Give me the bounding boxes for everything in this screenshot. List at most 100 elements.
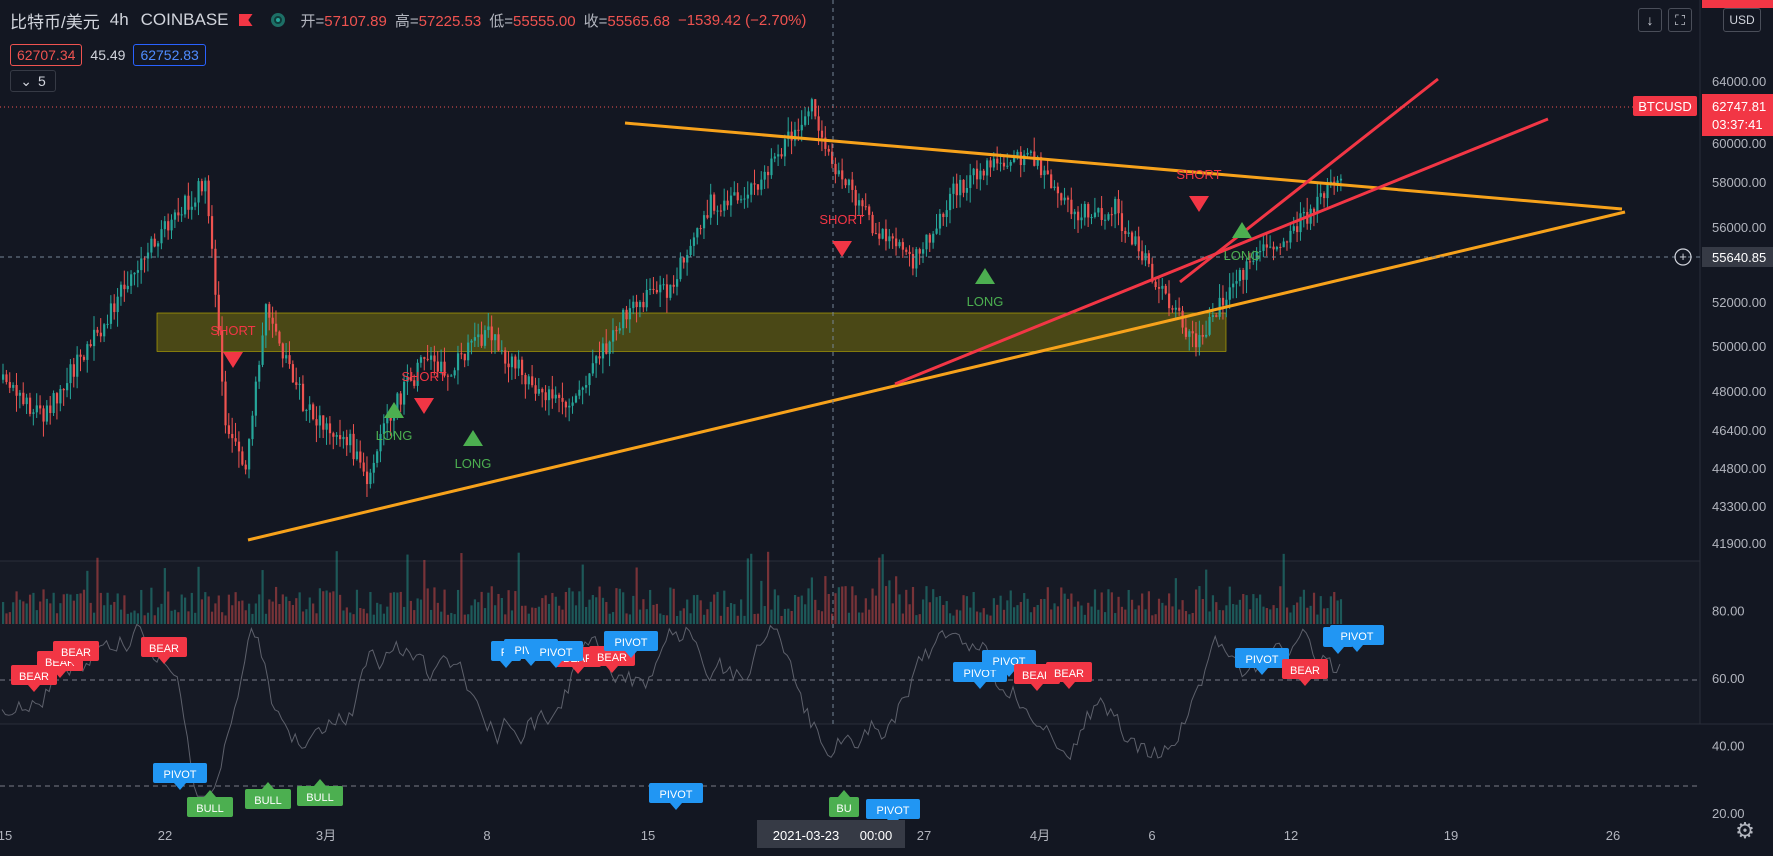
candle-body — [339, 435, 342, 440]
candle-body — [1272, 246, 1275, 250]
candle-body — [1147, 253, 1150, 264]
candle-body — [659, 284, 662, 293]
candle-body — [868, 206, 871, 215]
candle-body — [325, 423, 328, 430]
candle-body — [935, 228, 938, 234]
candle-body — [1262, 244, 1265, 251]
candle-body — [244, 464, 247, 470]
volume-bar — [645, 609, 648, 624]
candle-body — [12, 384, 15, 388]
volume-bar — [1002, 609, 1006, 624]
volume-bar — [642, 599, 645, 624]
candle-body — [1259, 250, 1262, 253]
volume-bar — [45, 598, 49, 624]
volume-bar — [298, 592, 301, 624]
volume-bar — [628, 614, 632, 624]
candle-body — [652, 288, 655, 290]
candle-body — [804, 116, 807, 125]
candle-body — [1171, 308, 1174, 310]
candle-body — [1013, 155, 1016, 163]
gear-icon[interactable]: ⚙ — [1735, 818, 1755, 843]
currency-button[interactable]: USD — [1723, 8, 1761, 32]
fullscreen-button[interactable]: ⛶ — [1668, 8, 1692, 32]
volume-bar — [996, 604, 999, 624]
candle-body — [1130, 232, 1134, 245]
candle-body — [918, 249, 921, 254]
candle-body — [760, 179, 763, 190]
volume-bar — [740, 599, 743, 624]
osc-label-text: PIVOT — [1245, 654, 1278, 666]
candle-body — [429, 355, 433, 360]
volume-bar — [308, 597, 311, 624]
volume-bar — [726, 606, 729, 624]
volume-bar — [365, 613, 369, 624]
candle-body — [291, 364, 295, 383]
short-signal-arrow — [223, 352, 243, 368]
volume-bar — [881, 554, 884, 624]
red-trendline — [894, 117, 1549, 386]
volume-bar — [878, 557, 881, 624]
volume-bar — [446, 614, 450, 624]
candle-body — [467, 342, 470, 361]
candle-body — [1235, 281, 1238, 284]
volume-bar — [153, 615, 156, 624]
volume-bar — [773, 589, 776, 624]
volume-bar — [1188, 614, 1191, 624]
candle-body — [477, 334, 480, 338]
ascending-trendline — [247, 210, 1626, 542]
candle-body — [1279, 246, 1282, 248]
volume-bar — [1013, 607, 1016, 624]
time-tick-label: 15 — [641, 828, 655, 843]
volume-bar — [851, 586, 854, 624]
crosshair-price-text: 55640.85 — [1712, 250, 1766, 265]
candle-body — [955, 183, 958, 196]
volume-bar — [595, 597, 598, 624]
flag-icon[interactable] — [238, 14, 253, 26]
candle-body — [1009, 162, 1012, 166]
collapse-count: 5 — [37, 73, 46, 89]
volume-bar — [527, 613, 530, 624]
volume-bar — [743, 615, 746, 624]
plus-circle-icon[interactable] — [1674, 248, 1692, 266]
collapse-indicators-button[interactable]: ⌄ 5 — [10, 70, 56, 92]
volume-bar — [898, 594, 901, 624]
osc-label-bull: BU — [829, 790, 859, 817]
candle-body — [551, 389, 554, 399]
candle-body — [497, 334, 500, 351]
osc-label-pivot: PIVOT — [1330, 625, 1384, 652]
candle-body — [1184, 327, 1188, 337]
osc-label-pivot: PIVOT — [649, 783, 703, 810]
volume-bar — [1090, 606, 1093, 624]
volume-bar — [952, 615, 955, 624]
candle-body — [274, 323, 278, 332]
candle-body — [1191, 331, 1194, 334]
candle-body — [241, 451, 244, 465]
candle-body — [436, 361, 439, 372]
volume-bar — [339, 594, 342, 624]
timeframe-label[interactable]: 4h — [109, 10, 129, 29]
volume-bar — [62, 594, 65, 624]
download-button[interactable]: ↓ — [1638, 8, 1662, 32]
volume-bar — [450, 612, 453, 624]
chevron-down-icon: ⌄ — [20, 72, 32, 89]
candle-body — [638, 301, 642, 308]
osc-label-text: BU — [836, 803, 851, 815]
volume-bar — [473, 599, 476, 624]
candle-body — [167, 221, 170, 231]
candle-body — [312, 404, 315, 420]
candle-body — [1056, 186, 1060, 194]
volume-bar — [895, 576, 898, 624]
candle-body — [965, 187, 969, 193]
volume-bar — [113, 601, 116, 624]
candle-body — [153, 238, 156, 247]
volume-bar — [288, 601, 291, 624]
candle-body — [82, 356, 86, 360]
candle-body — [342, 436, 345, 440]
symbol-name[interactable]: 比特币/美元 — [10, 12, 100, 32]
volume-bar — [183, 597, 187, 624]
candle-body — [180, 214, 183, 216]
volume-bar — [1070, 593, 1073, 624]
candle-body — [433, 355, 436, 362]
volume-bar — [992, 598, 995, 624]
